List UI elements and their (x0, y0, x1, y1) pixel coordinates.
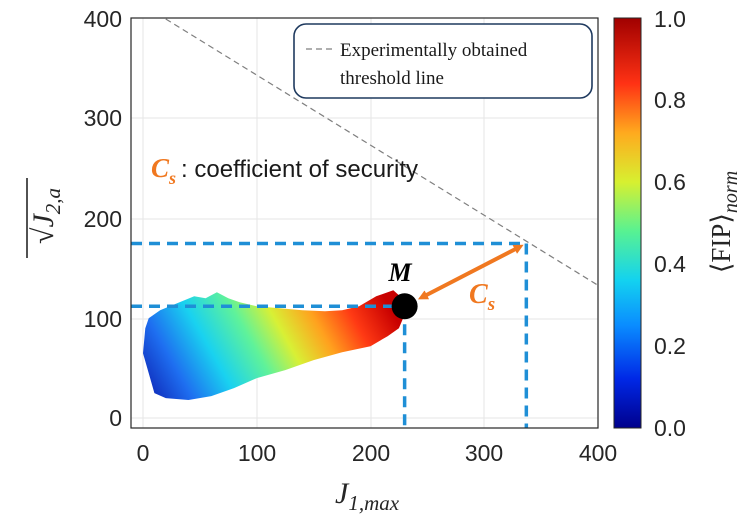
x-tick-label: 200 (352, 440, 390, 466)
y-tick-label: 0 (109, 405, 122, 431)
legend-label-line2: threshold line (340, 68, 444, 89)
point-m (392, 293, 418, 319)
svg-text:√J2,a: √J2,a (27, 188, 65, 244)
colorbar-label: ⟨FIP⟩norm (706, 171, 742, 273)
legend: Experimentally obtained threshold line (294, 24, 592, 98)
cs-annotation: Cs: coefficient of security (151, 153, 418, 188)
cs-arrow-sub: s (487, 294, 495, 315)
y-tick-labels: 0 100 200 300 400 (84, 6, 122, 431)
x-tick-label: 100 (238, 440, 276, 466)
y-tick-label: 100 (84, 306, 122, 332)
colorbar-label-main: ⟨FIP⟩ (706, 213, 736, 273)
colorbar-tick-labels: 0.0 0.2 0.4 0.6 0.8 1.0 (654, 6, 686, 441)
svg-text:⟨FIP⟩norm: ⟨FIP⟩norm (706, 171, 742, 273)
colorbar (614, 18, 641, 428)
cs-annotation-sub: s (168, 168, 176, 188)
colorbar-tick-label: 1.0 (654, 6, 686, 32)
colorbar-tick-label: 0.2 (654, 333, 686, 359)
x-tick-label: 300 (465, 440, 503, 466)
x-tick-label: 400 (579, 440, 617, 466)
colorbar-tick-label: 0.6 (654, 169, 686, 195)
y-tick-label: 400 (84, 6, 122, 32)
colorbar-tick-label: 0.0 (654, 415, 686, 441)
colorbar-tick-label: 0.4 (654, 251, 686, 277)
y-axis-label-sub: 2,a (41, 188, 65, 214)
x-axis-label: J1,max (335, 477, 400, 515)
x-tick-labels: 0 100 200 300 400 (137, 440, 618, 466)
y-axis-label: √J2,a (27, 188, 65, 244)
cs-annotation-text: : coefficient of security (181, 156, 418, 183)
cs-arrow-symbol: C (469, 279, 488, 310)
y-tick-label: 300 (84, 105, 122, 131)
y-tick-label: 200 (84, 206, 122, 232)
legend-label-line1: Experimentally obtained (340, 40, 528, 61)
x-tick-label: 0 (137, 440, 150, 466)
colorbar-tick-label: 0.8 (654, 87, 686, 113)
colorbar-label-sub: norm (720, 171, 742, 213)
cs-annotation-symbol: C (151, 153, 170, 183)
x-axis-label-sub: 1,max (348, 491, 399, 515)
y-axis-label-root: √ (27, 227, 60, 244)
point-m-label: M (387, 258, 412, 287)
